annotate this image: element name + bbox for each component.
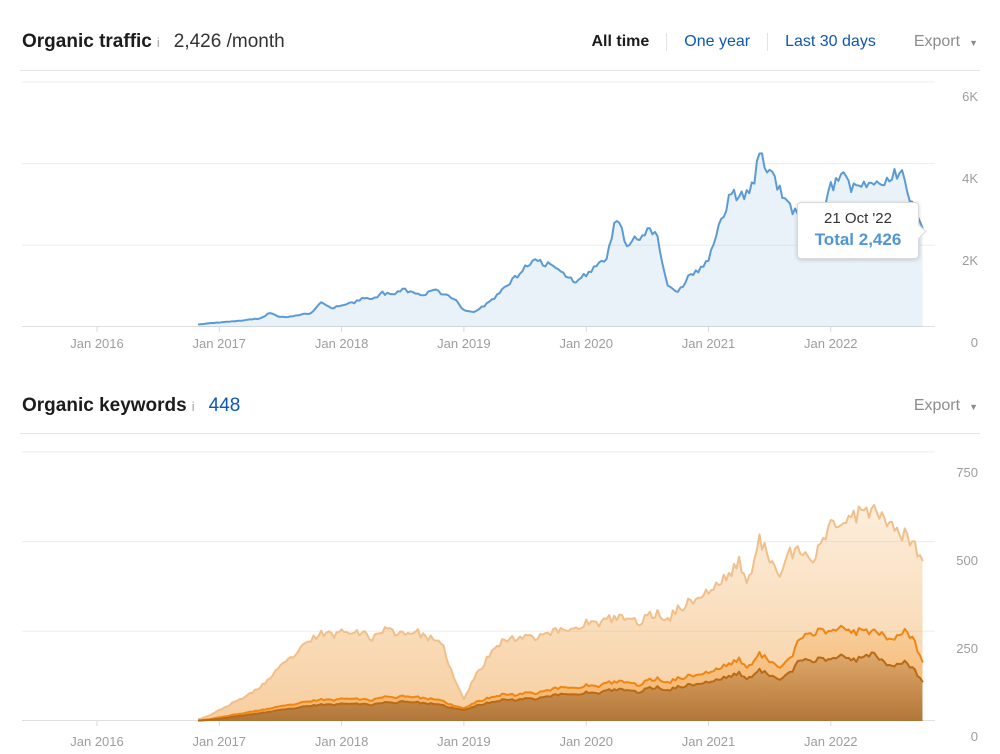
keywords-count[interactable]: 448 xyxy=(208,395,241,416)
axis-label: Jan 2022 xyxy=(804,336,858,351)
axis-label: Jan 2020 xyxy=(559,734,613,749)
export-label: Export xyxy=(913,33,961,50)
axis-label: Jan 2022 xyxy=(804,734,858,749)
axis-label: Jan 2019 xyxy=(437,336,491,351)
tab-divider xyxy=(666,33,668,51)
header-divider xyxy=(20,70,980,71)
header-divider xyxy=(20,433,980,434)
organic-traffic-title: Organic traffic xyxy=(22,31,152,52)
axis-label: 250 xyxy=(956,641,978,656)
organic-traffic-header: Organic traffic i 2,426 /month All time … xyxy=(22,26,978,58)
axis-label: 4K xyxy=(962,171,978,186)
organic-keywords-chart[interactable] xyxy=(22,440,935,727)
axis-label: Jan 2021 xyxy=(681,734,736,749)
axis-label: 0 xyxy=(970,335,978,350)
tab-one-year[interactable]: One year xyxy=(684,33,751,50)
tooltip-date: 21 Oct '22 xyxy=(824,210,892,227)
axis-label: 500 xyxy=(956,553,978,568)
info-icon[interactable]: i xyxy=(191,398,195,414)
chart-tooltip: 21 Oct '22 Total 2,426 xyxy=(797,202,919,259)
caret-down-icon: ▼ xyxy=(969,402,978,412)
keywords-controls: Export ▼ xyxy=(876,397,978,415)
export-button-keywords[interactable]: Export ▼ xyxy=(914,397,978,415)
axis-label: Jan 2017 xyxy=(192,336,247,351)
tooltip-total: Total 2,426 xyxy=(814,230,902,249)
axis-label: Jan 2018 xyxy=(314,734,369,749)
traffic-per-month-value: 2,426 /month xyxy=(173,31,285,52)
export-label: Export xyxy=(913,397,961,414)
axis-label: Jan 2020 xyxy=(559,336,613,351)
traffic-controls: All time One year Last 30 days Export ▼ xyxy=(591,33,978,51)
axis-label: Jan 2016 xyxy=(70,336,124,351)
info-icon[interactable]: i xyxy=(156,34,160,50)
organic-keywords-header: Organic keywords i 448 Export ▼ xyxy=(22,390,978,422)
caret-down-icon: ▼ xyxy=(969,38,978,48)
axis-label: Jan 2021 xyxy=(681,336,736,351)
axis-label: Jan 2018 xyxy=(314,336,369,351)
export-button-traffic[interactable]: Export ▼ xyxy=(914,33,978,51)
axis-label: Jan 2017 xyxy=(192,734,247,749)
tab-last-30-days[interactable]: Last 30 days xyxy=(785,33,876,50)
tab-divider xyxy=(767,33,769,51)
axis-label: 2K xyxy=(962,253,978,268)
axis-label: 750 xyxy=(956,465,978,480)
axis-label: Jan 2019 xyxy=(437,734,491,749)
axis-label: Jan 2016 xyxy=(70,734,124,749)
axis-label: 0 xyxy=(970,729,978,744)
axis-label: 6K xyxy=(962,89,978,104)
organic-keywords-title: Organic keywords xyxy=(22,395,187,416)
tab-all-time[interactable]: All time xyxy=(591,33,650,50)
